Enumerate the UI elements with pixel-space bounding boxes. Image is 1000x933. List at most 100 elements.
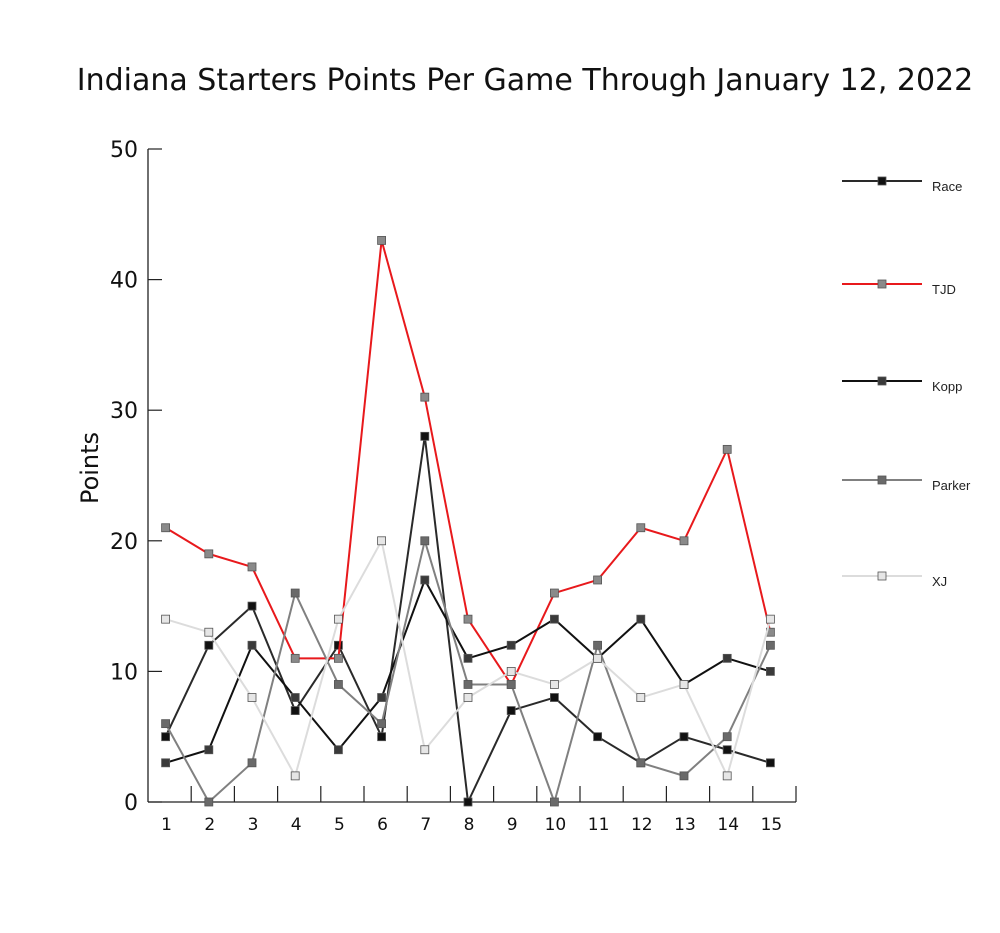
legend-label-tjd: TJD — [932, 282, 956, 297]
data-point-kopp — [333, 745, 343, 755]
legend-item-race: Race — [842, 176, 962, 194]
data-point-kopp — [290, 693, 300, 702]
data-point-race — [247, 601, 257, 611]
data-point-kopp — [247, 640, 257, 650]
x-tick-label: 10 — [545, 815, 567, 835]
data-point-race — [463, 797, 473, 807]
x-tick-label: 9 — [507, 815, 518, 835]
data-point-tjd — [593, 575, 602, 585]
data-point-parker — [290, 588, 300, 598]
data-point-tjd — [420, 392, 430, 402]
data-point-race — [290, 706, 300, 715]
x-tick-label: 15 — [761, 815, 783, 835]
legend-item-xj: XJ — [842, 571, 947, 589]
y-tick-label: 20 — [110, 530, 138, 555]
data-point-race — [506, 706, 516, 715]
data-point-parker — [679, 771, 689, 781]
data-point-tjd — [679, 536, 689, 546]
data-point-parker — [463, 680, 473, 689]
x-tick-label: 1 — [161, 815, 172, 835]
data-point-race — [550, 693, 559, 702]
data-point-parker — [636, 758, 646, 768]
data-point-race — [333, 640, 343, 650]
data-point-kopp — [204, 745, 214, 755]
data-point-parker — [766, 640, 775, 650]
data-point-xj — [161, 614, 171, 624]
data-point-xj — [333, 614, 343, 624]
legend-label-parker: Parker — [932, 478, 971, 493]
x-tick-label: 12 — [631, 815, 653, 835]
legend-item-parker: Parker — [842, 475, 971, 493]
data-point-parker — [161, 719, 171, 729]
data-point-tjd — [636, 523, 646, 533]
x-tick-label: 14 — [717, 815, 739, 835]
data-point-tjd — [463, 614, 473, 624]
data-point-tjd — [377, 236, 387, 245]
data-point-xj — [766, 614, 775, 624]
data-point-parker — [722, 732, 732, 742]
data-point-xj — [679, 680, 689, 689]
data-point-race — [593, 732, 602, 742]
data-point-xj — [550, 680, 559, 689]
legend-item-tjd: TJD — [842, 279, 956, 297]
series-race — [161, 431, 775, 807]
series-tjd — [161, 236, 775, 689]
legend-marker-kopp — [877, 376, 887, 386]
chart-title: Indiana Starters Points Per Game Through… — [77, 63, 973, 98]
data-point-kopp — [420, 575, 430, 585]
x-tick-label: 7 — [420, 815, 431, 835]
y-axis-label: Points — [76, 432, 104, 504]
data-point-xj — [377, 536, 387, 546]
legend-marker-parker — [877, 475, 887, 485]
legend-label-xj: XJ — [932, 574, 947, 589]
x-tick-label: 8 — [464, 815, 475, 835]
x-tick-label: 11 — [588, 815, 610, 835]
data-point-parker — [420, 536, 430, 546]
data-point-xj — [420, 745, 430, 755]
data-point-race — [722, 745, 732, 755]
data-point-kopp — [722, 653, 732, 663]
data-point-xj — [722, 771, 732, 781]
data-point-parker — [247, 758, 257, 768]
data-point-tjd — [290, 653, 300, 663]
data-point-race — [420, 431, 430, 441]
data-point-parker — [506, 680, 516, 689]
x-tick-label: 13 — [674, 815, 696, 835]
data-point-xj — [247, 693, 257, 702]
data-point-tjd — [247, 562, 257, 572]
data-point-race — [679, 732, 689, 742]
y-tick-label: 50 — [110, 138, 138, 163]
data-point-tjd — [161, 523, 171, 533]
x-tick-label: 5 — [334, 815, 345, 835]
x-tick-label: 4 — [291, 815, 302, 835]
data-point-kopp — [766, 667, 775, 676]
data-point-tjd — [722, 444, 732, 454]
data-point-kopp — [636, 614, 646, 624]
data-point-parker — [204, 797, 214, 807]
data-point-xj — [593, 653, 602, 663]
data-point-race — [204, 640, 214, 650]
data-point-kopp — [463, 653, 473, 663]
data-point-xj — [290, 771, 300, 781]
data-point-xj — [463, 693, 473, 702]
data-point-race — [377, 732, 387, 742]
legend-marker-race — [877, 176, 887, 186]
data-point-race — [766, 758, 775, 768]
legend-marker-xj — [877, 571, 887, 581]
y-tick-label: 40 — [110, 269, 138, 294]
data-point-xj — [636, 693, 646, 702]
legend-label-kopp: Kopp — [932, 379, 962, 394]
x-tick-label: 6 — [377, 815, 388, 835]
x-tick-label: 3 — [248, 815, 259, 835]
y-tick-label: 30 — [110, 399, 138, 424]
data-point-parker — [550, 797, 559, 807]
data-point-kopp — [161, 758, 171, 768]
data-point-kopp — [550, 614, 559, 624]
data-point-parker — [593, 640, 602, 650]
legend-marker-tjd — [877, 279, 887, 289]
data-point-kopp — [506, 640, 516, 650]
data-point-tjd — [333, 653, 343, 663]
legend: Race TJD Kopp Parker XJ — [842, 176, 971, 589]
